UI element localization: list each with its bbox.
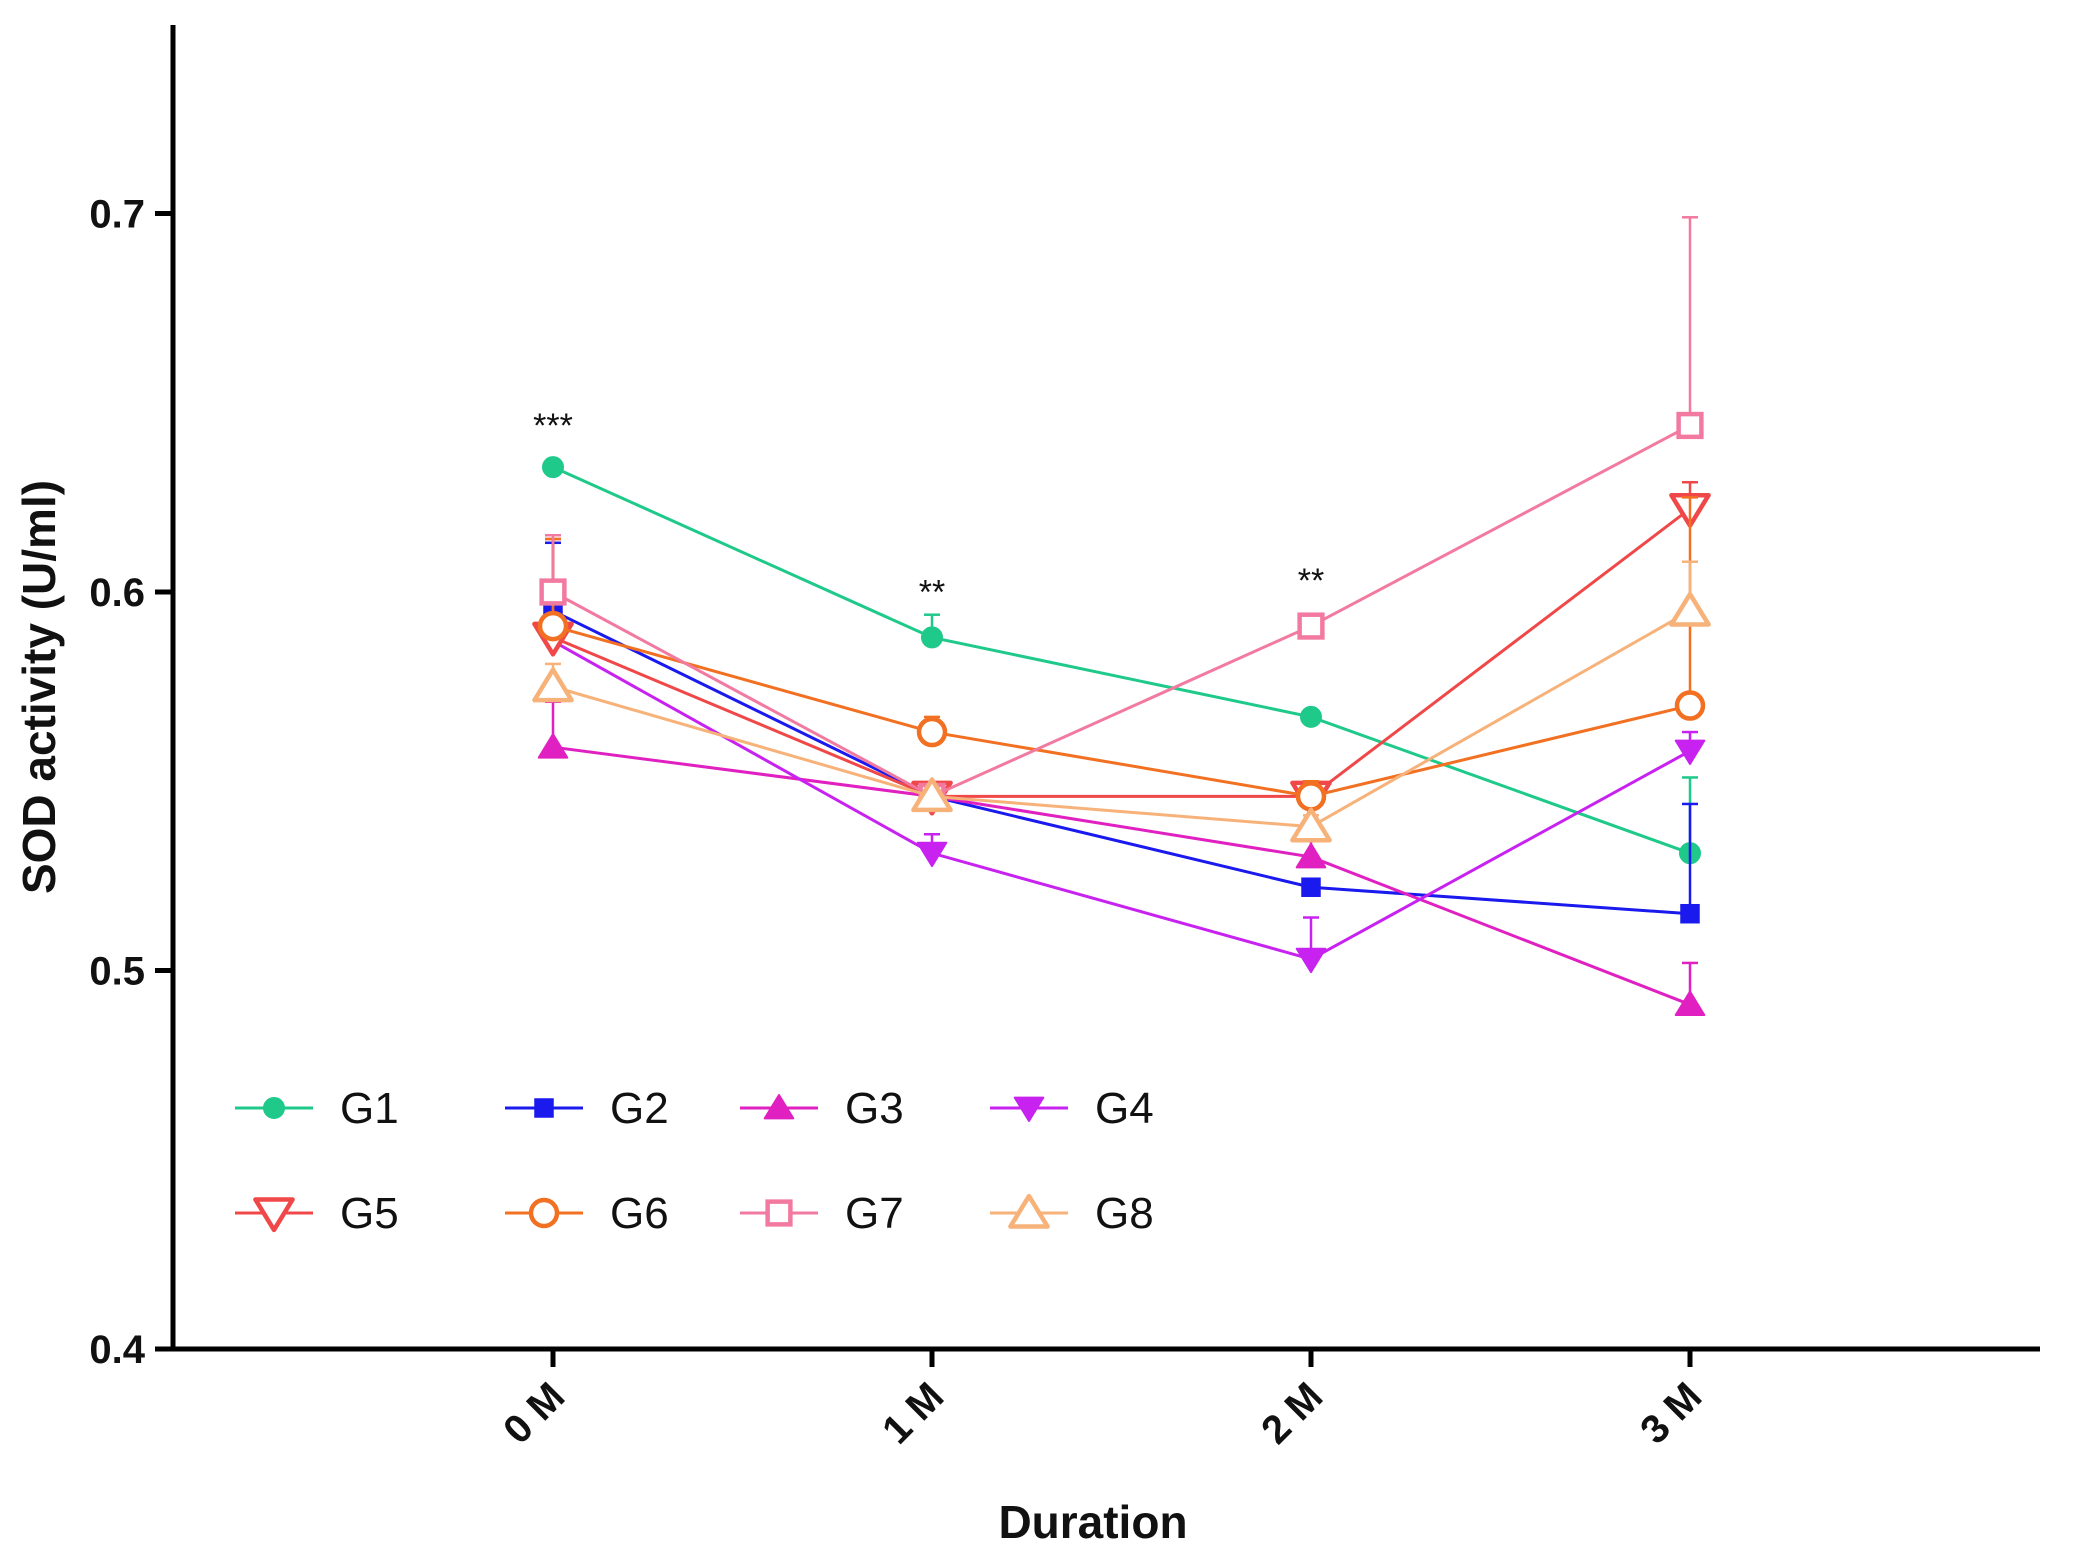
data-point [1297, 612, 1325, 640]
series-layer [532, 216, 1711, 1016]
series-line [552, 609, 1691, 916]
x-tick-label: 1 M [874, 1374, 952, 1452]
data-point [542, 456, 564, 479]
legend-marker [765, 1199, 793, 1227]
data-point [921, 626, 943, 649]
legend-marker [263, 1097, 285, 1119]
legend-label: G7 [845, 1189, 904, 1238]
legend-item-G5: G5 [235, 1189, 399, 1238]
data-point [537, 733, 569, 759]
legend-label: G2 [610, 1084, 669, 1133]
series-G8 [532, 560, 1711, 843]
data-point [1674, 739, 1706, 765]
legend-label: G6 [610, 1189, 669, 1238]
data-point [1676, 411, 1704, 440]
data-point [911, 777, 953, 813]
legend-marker [528, 1197, 560, 1229]
legend: G1 G2 G3 G4 G5 G6 G7 G8 [235, 1084, 1154, 1238]
x-tick-label: 2 M [1253, 1374, 1331, 1452]
x-axis-title: Duration [998, 1496, 1187, 1548]
data-point [1680, 903, 1700, 924]
legend-marker [253, 1197, 295, 1233]
data-point [1295, 781, 1327, 812]
legend-item-G6: G6 [505, 1189, 669, 1238]
x-tick-label: 3 M [1632, 1374, 1710, 1452]
legend-item-G7: G7 [740, 1189, 904, 1238]
legend-item-G2: G2 [505, 1084, 669, 1133]
series-line [552, 624, 1691, 798]
data-point [1301, 877, 1321, 897]
legend-label: G8 [1095, 1189, 1154, 1238]
series-line [552, 745, 1691, 1006]
significance-label: ** [1298, 562, 1324, 600]
legend-item-G4: G4 [990, 1084, 1154, 1133]
legend-label: G1 [340, 1084, 399, 1133]
series-line [552, 639, 1691, 961]
y-tick-label: 0.6 [89, 571, 145, 615]
data-point [1669, 591, 1711, 627]
series-line [552, 507, 1691, 798]
axes: 0.4 0.5 0.6 0.7 0 M 1 M 2 M 3 M Duration SOD acti… [13, 25, 2040, 1548]
legend-marker [763, 1094, 795, 1120]
data-point [1300, 705, 1322, 728]
series-line [552, 465, 1691, 855]
series-G6 [537, 496, 1706, 812]
annotations: ***** ** [533, 407, 1324, 612]
data-point [1290, 807, 1332, 843]
significance-label: *** [533, 407, 573, 445]
legend-item-G3: G3 [740, 1084, 904, 1133]
legend-marker [534, 1098, 554, 1118]
data-point [532, 667, 574, 703]
data-point [539, 578, 567, 606]
data-point [916, 841, 948, 868]
legend-label: G4 [1095, 1084, 1154, 1133]
legend-label: G3 [845, 1084, 904, 1133]
x-tick-label: 0 M [495, 1374, 573, 1452]
legend-marker [1013, 1096, 1045, 1122]
data-point [1295, 842, 1327, 869]
y-tick-label: 0.4 [89, 1328, 145, 1372]
data-point [916, 716, 948, 748]
y-tick-label: 0.7 [89, 193, 145, 237]
legend-label: G5 [340, 1189, 399, 1238]
series-line [552, 609, 1691, 829]
series-G7 [539, 216, 1704, 811]
series-G1 [542, 456, 1701, 865]
data-point [1295, 947, 1327, 974]
legend-item-G8: G8 [990, 1189, 1154, 1238]
data-point [1674, 690, 1706, 721]
legend-item-G1: G1 [235, 1084, 399, 1133]
data-point [537, 610, 569, 642]
series-G3 [537, 700, 1706, 1016]
significance-label: ** [919, 573, 945, 611]
y-tick-label: 0.5 [89, 950, 145, 994]
legend-marker [1008, 1193, 1050, 1229]
data-point [1674, 990, 1706, 1016]
series-line [552, 424, 1691, 799]
y-axis-title: SOD activity (U/ml) [13, 480, 65, 894]
